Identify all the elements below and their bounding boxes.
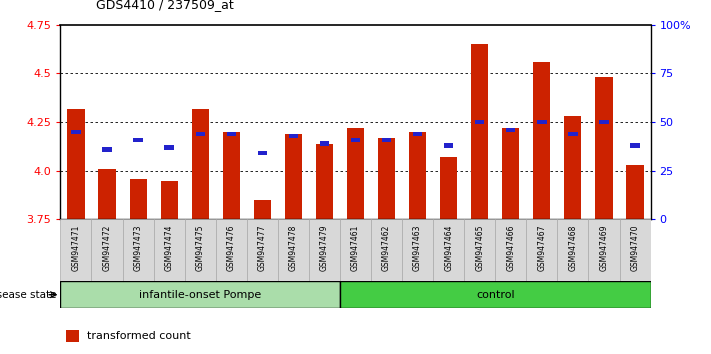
Bar [526, 219, 557, 281]
Bar [413, 132, 422, 136]
Bar [247, 219, 278, 281]
Bar [60, 219, 92, 281]
Bar [557, 219, 589, 281]
Text: GSM947478: GSM947478 [289, 224, 298, 271]
Bar [347, 128, 364, 219]
Text: infantile-onset Pompe: infantile-onset Pompe [139, 290, 262, 300]
Text: GSM947468: GSM947468 [568, 224, 577, 271]
Text: GSM947465: GSM947465 [475, 224, 484, 271]
Text: GSM947473: GSM947473 [134, 224, 143, 271]
Bar [538, 120, 547, 124]
Bar [66, 330, 80, 342]
Bar [92, 219, 122, 281]
Text: GSM947474: GSM947474 [165, 224, 173, 271]
Bar [440, 157, 457, 219]
Bar [223, 132, 240, 219]
Bar [129, 179, 146, 219]
Bar [565, 116, 582, 219]
Text: GSM947464: GSM947464 [444, 224, 453, 271]
Bar [254, 200, 271, 219]
Text: GSM947469: GSM947469 [599, 224, 609, 271]
Bar [409, 132, 426, 219]
Bar [71, 130, 80, 134]
Text: GSM947479: GSM947479 [320, 224, 329, 271]
Bar [99, 169, 116, 219]
Text: GSM947476: GSM947476 [227, 224, 236, 271]
Bar [599, 120, 609, 124]
Bar [68, 108, 85, 219]
Text: GSM947463: GSM947463 [413, 224, 422, 271]
Bar [402, 219, 433, 281]
Bar [340, 281, 651, 308]
Bar [433, 219, 464, 281]
Bar [568, 132, 577, 136]
Bar [102, 147, 112, 152]
Bar [626, 165, 643, 219]
Bar [464, 219, 496, 281]
Bar [161, 181, 178, 219]
Text: GSM947466: GSM947466 [506, 224, 515, 271]
Bar [285, 134, 302, 219]
Bar [340, 219, 371, 281]
Bar [215, 219, 247, 281]
Bar [122, 219, 154, 281]
Text: GSM947470: GSM947470 [631, 224, 639, 271]
Bar [185, 219, 215, 281]
Text: GSM947475: GSM947475 [196, 224, 205, 271]
Bar [289, 133, 298, 138]
Bar [506, 128, 515, 132]
Bar [192, 108, 209, 219]
Bar [320, 141, 329, 146]
Bar [382, 137, 391, 142]
Text: disease state: disease state [0, 290, 57, 300]
Text: GDS4410 / 237509_at: GDS4410 / 237509_at [96, 0, 234, 11]
Text: GSM947471: GSM947471 [72, 224, 80, 271]
Bar [134, 137, 143, 142]
Bar [164, 145, 173, 150]
Bar [496, 219, 526, 281]
Bar [378, 138, 395, 219]
Bar [227, 132, 236, 136]
Bar [278, 219, 309, 281]
Bar [533, 62, 550, 219]
Text: GSM947477: GSM947477 [258, 224, 267, 271]
Bar [502, 128, 519, 219]
Bar [351, 137, 360, 142]
Text: control: control [476, 290, 515, 300]
Text: GSM947467: GSM947467 [538, 224, 546, 271]
Bar [631, 143, 640, 148]
Bar [196, 132, 205, 136]
Bar [589, 219, 619, 281]
Bar [316, 144, 333, 219]
Bar [471, 44, 488, 219]
Text: transformed count: transformed count [87, 331, 191, 341]
Bar [309, 219, 340, 281]
Bar [371, 219, 402, 281]
Bar [257, 151, 267, 155]
Text: GSM947461: GSM947461 [351, 224, 360, 271]
Bar [619, 219, 651, 281]
Bar [595, 77, 612, 219]
Text: GSM947472: GSM947472 [102, 224, 112, 271]
Text: GSM947462: GSM947462 [382, 224, 391, 271]
Bar [475, 120, 484, 124]
Bar [444, 143, 454, 148]
Bar [60, 281, 340, 308]
Bar [154, 219, 185, 281]
